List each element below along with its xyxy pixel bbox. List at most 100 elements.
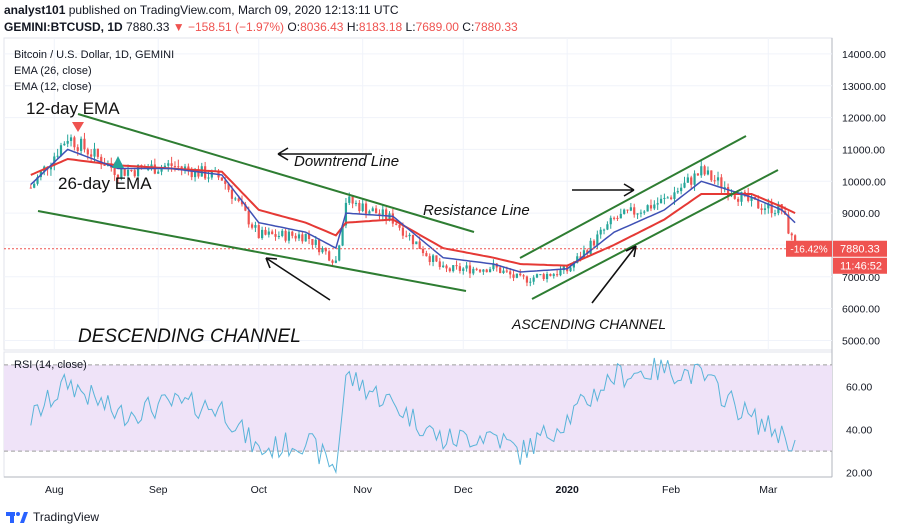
candle-body: [522, 275, 525, 277]
ema26-line: [30, 157, 796, 267]
candle-body: [431, 255, 435, 262]
price-axis[interactable]: 14000.00 13000.00 12000.00 11000.00 10000.00…: [842, 49, 886, 348]
candle-body: [646, 205, 649, 212]
candle-body: [405, 235, 408, 237]
candle-body: [364, 203, 368, 214]
legend-ema12[interactable]: EMA (12, close): [14, 81, 92, 93]
high-value: 8183.18: [358, 20, 403, 34]
candle-body: [66, 140, 69, 144]
rsi-axis: 60.00 40.00 20.00: [846, 381, 872, 479]
rsi-band: [4, 364, 832, 452]
candle-body: [680, 187, 683, 192]
candle-body: [69, 137, 73, 141]
candle-body: [549, 273, 552, 276]
time-axis[interactable]: Aug Sep Oct Nov Dec 2020 Feb Mar: [45, 484, 778, 496]
candle-body: [693, 173, 696, 185]
candle-body: [291, 231, 294, 236]
candle-body: [723, 187, 726, 189]
candle-body: [629, 207, 632, 211]
candle-body: [311, 239, 314, 245]
chart-header: analyst101 published on TradingView.com,…: [0, 0, 900, 38]
candle-body: [160, 167, 163, 172]
candle-body: [452, 265, 455, 272]
legend-ema26[interactable]: EMA (26, close): [14, 65, 92, 77]
time-tick-label: Feb: [662, 484, 680, 496]
candle-body: [529, 281, 532, 283]
candle-body: [663, 197, 666, 199]
candle-body: [116, 174, 120, 179]
candle-body: [36, 177, 39, 184]
candle-body: [445, 265, 448, 269]
ascending-upper-line[interactable]: [519, 135, 747, 259]
rsi-title[interactable]: RSI (14, close): [14, 359, 87, 371]
candle-body: [190, 169, 193, 178]
candle-body: [354, 202, 358, 204]
candle-body: [130, 169, 133, 171]
candle-body: [331, 260, 334, 263]
candle-body: [757, 199, 760, 209]
candle-body: [448, 268, 451, 272]
candle-body: [73, 137, 76, 148]
candle-body: [613, 217, 616, 219]
ascending-lower-line[interactable]: [531, 169, 779, 300]
rsi-tick-label: 60.00: [846, 381, 872, 393]
tradingview-logo[interactable]: TradingView: [6, 509, 99, 525]
ascending-arrow-icon: [572, 183, 635, 197]
candle-body: [545, 273, 549, 280]
candle-body: [244, 204, 247, 211]
candle-body: [683, 182, 686, 188]
candle-body: [33, 183, 36, 188]
candle-body: [482, 269, 485, 272]
candle-body: [284, 230, 287, 241]
candle-body: [341, 225, 344, 246]
candle-body: [623, 209, 626, 214]
candle-body: [187, 166, 190, 170]
candle-body: [666, 197, 669, 199]
footer: TradingView: [0, 505, 900, 532]
candle-body: [458, 266, 462, 271]
candle-body: [596, 234, 599, 246]
candle-body: [76, 147, 79, 151]
candle-body: [428, 256, 431, 262]
resistance-annotation: Resistance Line: [423, 202, 530, 219]
grid: [4, 38, 832, 350]
candle-body: [120, 168, 123, 179]
legend-title: Bitcoin / U.S. Dollar, 1D, GEMINI: [14, 49, 174, 61]
rsi-tick-label: 20.00: [846, 468, 872, 480]
candle-body: [147, 168, 150, 170]
descending-support-line[interactable]: [37, 210, 467, 292]
candle-body: [509, 271, 512, 275]
ascending-channel-annotation: ASCENDING CHANNEL: [511, 316, 666, 332]
candle-body: [636, 213, 639, 215]
candle-body: [123, 168, 126, 176]
candle-body: [579, 256, 582, 259]
ema26-marker-icon: [112, 156, 124, 168]
author-name[interactable]: analyst101: [4, 3, 66, 17]
downtrend-line[interactable]: [77, 113, 475, 233]
price-tick-label: 7000.00: [842, 272, 880, 284]
ema12-marker-icon: [72, 122, 84, 132]
candle-body: [626, 209, 629, 211]
candle-body: [582, 250, 586, 259]
candle-body: [462, 268, 465, 271]
candle-body: [703, 166, 706, 175]
price-pane[interactable]: [3, 37, 833, 351]
candle-body: [569, 267, 572, 272]
candle-body: [274, 234, 277, 237]
candle-body: [56, 155, 59, 157]
publisher-line: analyst101 published on TradingView.com,…: [4, 2, 399, 19]
candle-body: [90, 154, 93, 157]
candle-body: [710, 170, 713, 181]
last-price-badge: [833, 240, 887, 257]
open-label: O:: [287, 20, 301, 34]
candle-body: [586, 250, 589, 254]
rsi-line: [30, 357, 796, 475]
tradingview-brand: TradingView: [33, 510, 100, 524]
published-info: published on TradingView.com, March 09, …: [68, 3, 399, 17]
candle-body: [539, 274, 542, 276]
candle-body: [606, 224, 609, 230]
candle-body: [435, 255, 438, 262]
countdown-label: 11:46:52: [840, 261, 882, 273]
candle-body: [80, 138, 83, 151]
